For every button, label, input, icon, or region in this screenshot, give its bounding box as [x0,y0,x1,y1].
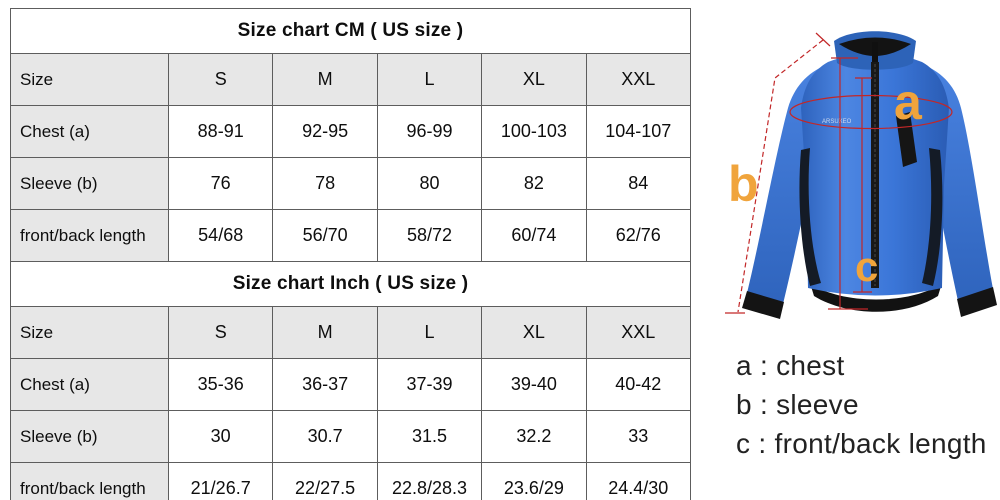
size-column-header: S [167,306,274,359]
size-column-header: M [272,306,378,359]
letter-b: b [728,156,759,212]
table-row: front/back length 54/68 56/70 58/72 60/74 62/… [10,209,692,262]
row-label: Chest (a) [10,105,169,158]
size-value-cell: 31.5 [376,410,483,463]
sleeve-measure-line [725,32,831,314]
size-value-cell: 35-36 [167,358,274,411]
size-value-cell: 23.6/29 [481,462,587,500]
collar-zipper [872,42,878,64]
legend-item-length: c : front/back length [736,428,987,459]
size-value-cell: 33 [585,410,692,463]
table-title: Size chart CM ( US size ) [10,8,691,54]
row-label: Chest (a) [10,358,169,411]
size-value-cell: 54/68 [167,209,274,262]
size-value-cell: 88-91 [167,105,274,158]
size-value-cell: 21/26.7 [167,462,274,500]
left-cuff [742,291,784,319]
hem-drop-tail [810,283,942,312]
size-value-cell: 56/70 [272,209,378,262]
jacket-measurement-figure: ARSUXEO a b c [700,0,1000,345]
row-label: front/back length [10,462,169,500]
size-value-cell: 22.8/28.3 [376,462,483,500]
right-side-panel [922,148,943,286]
row-label: front/back length [10,209,169,262]
size-value-cell: 58/72 [376,209,483,262]
size-chart-cm-table: Size chart CM ( US size ) Size S M L XL XXL Che… [10,8,692,262]
table-row: Sleeve (b) 76 78 80 82 84 [10,157,692,210]
jacket-illustration: ARSUXEO a b c [725,31,997,319]
left-side-panel [799,148,821,286]
size-value-cell: 92-95 [272,105,378,158]
size-value-cell: 78 [272,157,378,210]
legend-item-chest: a : chest [736,350,845,381]
size-value-cell: 40-42 [585,358,692,411]
size-value-cell: 24.4/30 [585,462,692,500]
size-value-cell: 37-39 [376,358,483,411]
row-label: Sleeve (b) [10,410,169,463]
letter-c: c [855,243,878,290]
pocket-zipper-pull [902,115,906,119]
size-value-cell: 32.2 [481,410,587,463]
table-row: Chest (a) 88-91 92-95 96-99 100-103 104-107 [10,105,692,158]
legend-item-sleeve: b : sleeve [736,389,859,420]
letter-a: a [894,74,923,130]
size-value-cell: 76 [167,157,274,210]
size-value-cell: 96-99 [376,105,483,158]
size-column-header: S [167,53,274,106]
size-value-cell: 36-37 [272,358,378,411]
size-chart-inch-table: Size chart Inch ( US size ) Size S M L XL XXL C… [10,261,692,500]
size-value-cell: 104-107 [585,105,692,158]
table-title: Size chart Inch ( US size ) [10,261,691,307]
measurement-legend: a : chest b : sleeve c : front/back leng… [736,346,987,463]
size-value-cell: 22/27.5 [272,462,378,500]
size-column-header: XXL [585,53,692,106]
size-column-header: L [376,53,483,106]
size-column-header: M [272,53,378,106]
brand-logo-text: ARSUXEO [822,119,852,125]
size-value-cell: 60/74 [481,209,587,262]
size-row-header: Size [10,53,169,106]
size-value-cell: 39-40 [481,358,587,411]
size-column-header: L [376,306,483,359]
size-value-cell: 30 [167,410,274,463]
length-measure-lines [828,57,872,310]
row-label: Sleeve (b) [10,157,169,210]
size-value-cell: 82 [481,157,587,210]
size-row-header: Size [10,306,169,359]
size-column-header: XXL [585,306,692,359]
size-value-cell: 80 [376,157,483,210]
size-value-cell: 30.7 [272,410,378,463]
size-column-header: XL [481,53,587,106]
right-cuff [957,287,997,317]
table-row: Sleeve (b) 30 30.7 31.5 32.2 33 [10,410,692,463]
size-charts: Size chart CM ( US size ) Size S M L XL XXL Che… [10,8,692,500]
table-row: Chest (a) 35-36 36-37 37-39 39-40 40-42 [10,358,692,411]
table-row: front/back length 21/26.7 22/27.5 22.8/28.3… [10,462,692,500]
chest-measure-ellipse [789,94,953,130]
size-column-header: XL [481,306,587,359]
size-value-cell: 62/76 [585,209,692,262]
size-value-cell: 100-103 [481,105,587,158]
size-value-cell: 84 [585,157,692,210]
